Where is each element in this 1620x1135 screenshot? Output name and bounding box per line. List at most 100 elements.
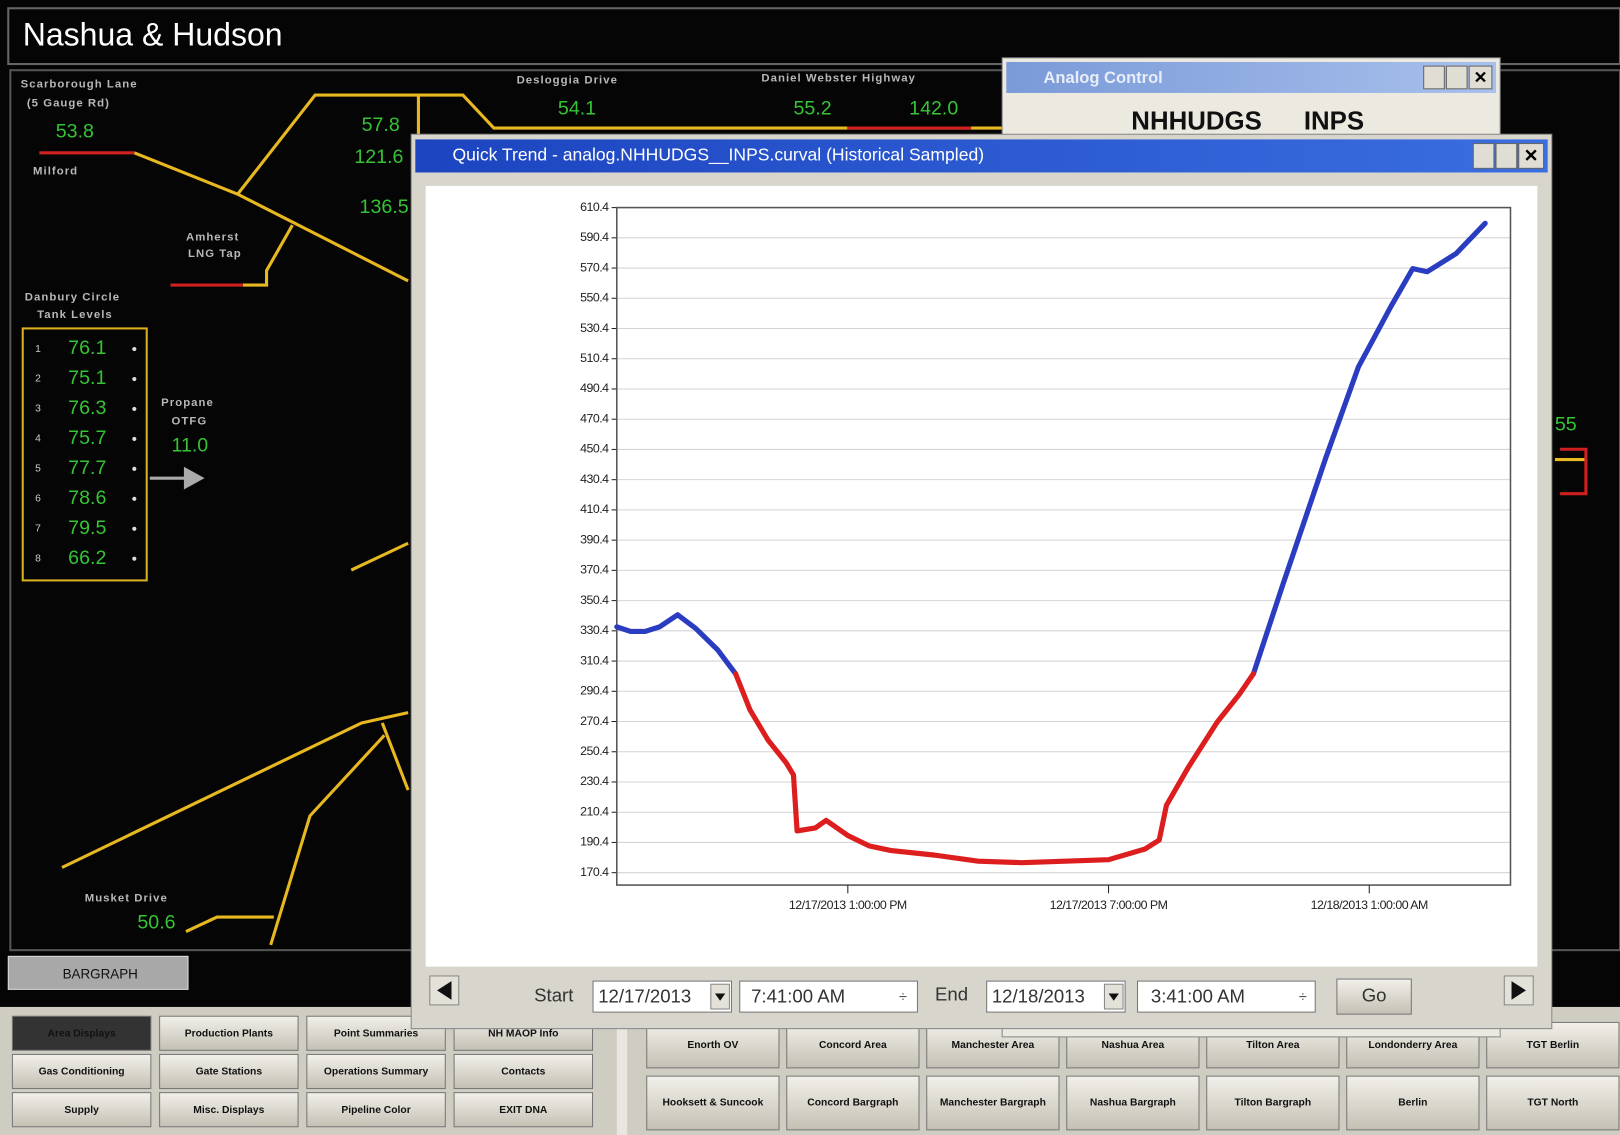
minimize[interactable] <box>1423 65 1445 90</box>
trend-line <box>614 220 1488 677</box>
nav-button[interactable] <box>1206 1075 1340 1131</box>
tank-indicator <box>132 347 137 352</box>
nav-button[interactable] <box>1346 1075 1480 1131</box>
arrow-left <box>437 981 452 1000</box>
y-tick-label: 610.4 <box>580 200 609 214</box>
tank-level: 76.1 <box>68 337 106 359</box>
start-label: Start <box>534 985 574 1006</box>
y-tick-label: 450.4 <box>580 442 609 456</box>
end-time-field[interactable] <box>1136 980 1316 1013</box>
location-label: Scarborough Lane <box>21 79 138 91</box>
nav-button[interactable] <box>1486 1021 1620 1069</box>
location-label: LNG Tap <box>188 248 242 260</box>
nav-button[interactable] <box>786 1075 920 1131</box>
nav-button-label: Supply <box>64 1105 99 1116</box>
maximize[interactable] <box>1445 65 1468 90</box>
nav-button[interactable] <box>159 1092 299 1128</box>
end-date: 12/18/2013 <box>992 986 1085 1007</box>
y-tick-label: 350.4 <box>580 593 609 607</box>
readout: 53.8 <box>56 120 94 142</box>
bargraph-label: BARGRAPH <box>63 966 138 981</box>
tank-number: 8 <box>35 553 41 564</box>
nav-button[interactable] <box>159 1015 299 1051</box>
location-label: Musket Drive <box>85 892 168 904</box>
nav-button-label: Nashua Bargraph <box>1090 1098 1176 1109</box>
nav-button-label: NH MAOP Info <box>488 1029 558 1040</box>
nav-button[interactable] <box>646 1075 780 1131</box>
start-date-field[interactable] <box>592 980 732 1013</box>
y-tick-label: 370.4 <box>580 563 609 577</box>
readout: 57.8 <box>362 114 400 136</box>
nav-button[interactable] <box>306 1053 446 1090</box>
go-label: Go <box>1362 985 1387 1006</box>
nav-button[interactable] <box>926 1075 1060 1131</box>
spinner[interactable]: ÷ <box>899 989 907 1005</box>
chart-area <box>425 185 1538 967</box>
nav-button-label: Area Displays <box>48 1029 116 1040</box>
nav-button[interactable] <box>1486 1075 1620 1131</box>
window-title: Analog Control <box>1043 68 1162 87</box>
header-title: Nashua & Hudson <box>23 17 283 53</box>
dropdown-arrow <box>714 993 726 1001</box>
spinner[interactable]: ÷ <box>1299 989 1307 1005</box>
y-tick-label: 570.4 <box>580 260 609 274</box>
point-attribute: INPS <box>1304 108 1364 136</box>
schematic-labels: Scarborough Lane (5 Gauge Rd) Milford Deslo… <box>21 72 1577 933</box>
y-tick-label: 390.4 <box>580 532 609 546</box>
readout: 55.2 <box>793 98 831 120</box>
y-tick-label: 590.4 <box>580 230 609 244</box>
tank-indicator <box>132 526 137 531</box>
y-tick-label: 430.4 <box>580 472 609 486</box>
nav-button[interactable] <box>926 1021 1060 1069</box>
nav-button-label: Enorth OV <box>687 1040 738 1051</box>
tank-number: 5 <box>35 464 41 475</box>
nav-button-label: Misc. Displays <box>193 1105 264 1116</box>
nav-button-label: Production Plants <box>185 1029 274 1040</box>
nav-button[interactable] <box>453 1092 594 1128</box>
y-tick-label: 510.4 <box>580 351 609 365</box>
bargraph-button[interactable] <box>7 955 189 990</box>
tank-indicator <box>132 496 137 501</box>
tank-level: 76.3 <box>68 397 106 419</box>
nav-button[interactable] <box>159 1053 299 1090</box>
tank-indicator <box>132 406 137 412</box>
y-tick-label: 410.4 <box>580 502 609 516</box>
tank-level: 66.2 <box>68 547 106 569</box>
location-label: Daniel Webster Highway <box>761 72 915 84</box>
minimize[interactable] <box>1472 143 1495 169</box>
trend-line <box>733 671 1257 866</box>
nav-button[interactable] <box>786 1021 920 1069</box>
nav-button[interactable] <box>11 1015 152 1051</box>
y-tick-label: 470.4 <box>580 411 609 425</box>
x-tick-label: 12/18/2013 1:00:00 AM <box>1311 898 1428 912</box>
nav-button[interactable] <box>306 1092 446 1128</box>
readout: 54.1 <box>558 98 596 120</box>
pipeline <box>269 734 386 946</box>
nav-button[interactable] <box>1066 1075 1200 1131</box>
readout: 55 <box>1555 414 1577 436</box>
location-label: (5 Gauge Rd) <box>27 97 110 109</box>
nav-button[interactable] <box>646 1021 780 1069</box>
y-tick-label: 310.4 <box>580 653 609 667</box>
go-button[interactable] <box>1336 978 1412 1015</box>
maximize[interactable] <box>1495 143 1518 169</box>
start-time-field[interactable] <box>739 980 918 1013</box>
nav-divider <box>616 1006 628 1135</box>
arrow-right <box>1511 981 1526 1000</box>
readout: 11.0 <box>172 434 209 456</box>
end-date-field[interactable] <box>986 980 1126 1013</box>
close[interactable] <box>1468 65 1493 90</box>
dropdown-arrow <box>1108 993 1119 1001</box>
title-bar <box>415 139 1548 173</box>
end-label: End <box>935 983 968 1004</box>
tank-level: 75.1 <box>68 367 106 389</box>
tank-level: 78.6 <box>68 487 106 509</box>
close[interactable] <box>1518 143 1545 169</box>
nav-button[interactable] <box>11 1053 152 1090</box>
nav-button[interactable] <box>11 1092 152 1128</box>
nav-button-label: Tilton Bargraph <box>1235 1098 1312 1109</box>
close-icon: ✕ <box>1524 146 1539 166</box>
nav-button[interactable] <box>453 1053 594 1090</box>
location-label: Danbury Circle <box>25 291 120 303</box>
